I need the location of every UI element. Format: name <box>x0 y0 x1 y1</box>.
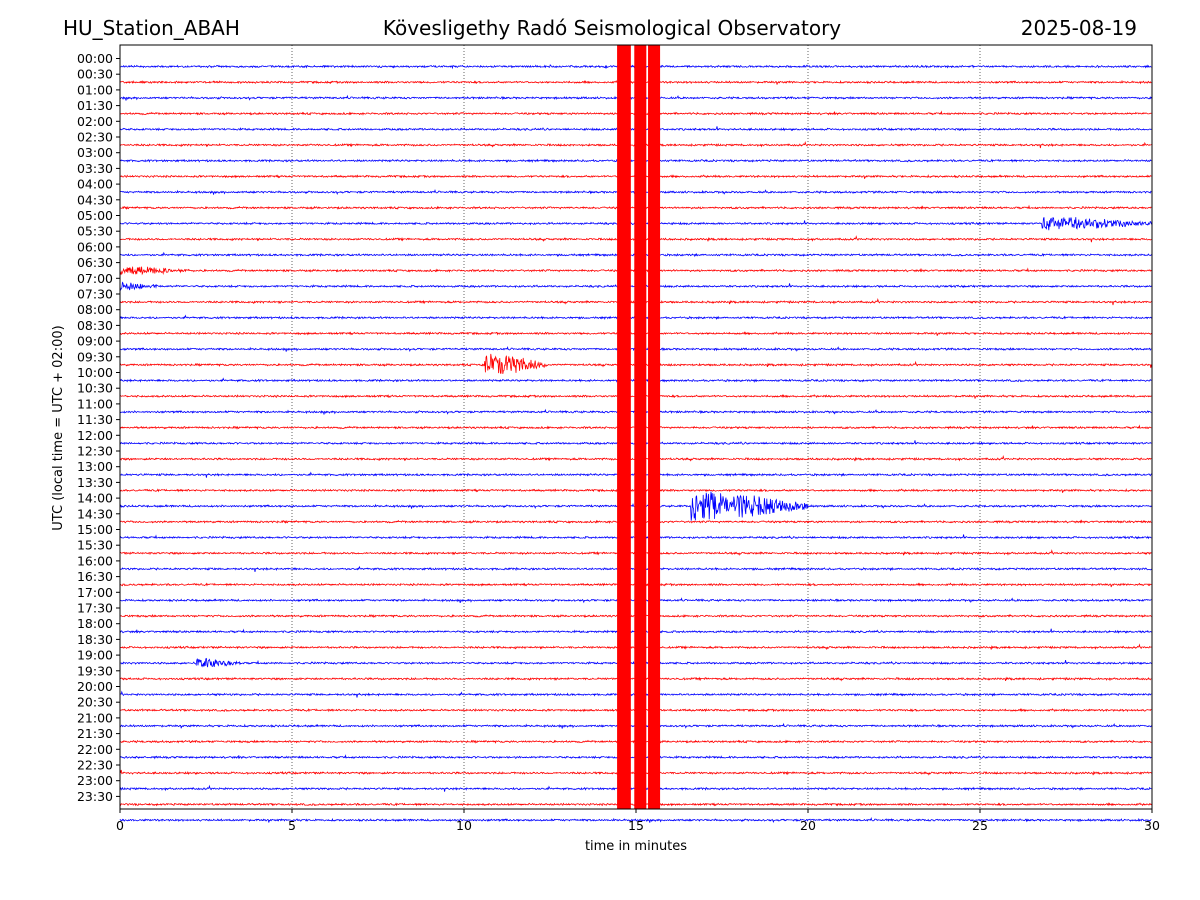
y-tick-label: 22:00 <box>77 742 113 757</box>
saturated-band <box>648 45 661 809</box>
y-tick-label: 22:30 <box>77 758 113 773</box>
y-tick-label: 07:30 <box>77 287 113 302</box>
x-tick-label: 30 <box>1144 818 1160 833</box>
y-tick-label: 02:00 <box>77 114 113 129</box>
y-tick-label: 10:30 <box>77 381 113 396</box>
y-tick-label: 20:30 <box>77 695 113 710</box>
x-tick-label: 5 <box>288 818 296 833</box>
y-tick-label: 00:00 <box>77 51 113 66</box>
y-tick-label: 14:30 <box>77 506 113 521</box>
x-axis-label: time in minutes <box>585 839 687 854</box>
y-tick-label: 05:00 <box>77 208 113 223</box>
y-tick-label: 01:30 <box>77 98 113 113</box>
y-tick-label: 00:30 <box>77 67 113 82</box>
y-tick-label: 18:30 <box>77 632 113 647</box>
y-axis-label: UTC (local time = UTC + 02:00) <box>51 325 66 530</box>
y-tick-label: 15:00 <box>77 522 113 537</box>
y-tick-label: 04:30 <box>77 192 113 207</box>
y-tick-label: 16:00 <box>77 553 113 568</box>
x-tick-label: 25 <box>972 818 988 833</box>
trace-line <box>119 817 1152 824</box>
y-tick-label: 03:00 <box>77 145 113 160</box>
chart-title: Kövesligethy Radó Seismological Observat… <box>383 16 841 40</box>
chart-date: 2025-08-19 <box>1021 16 1137 40</box>
y-tick-label: 11:30 <box>77 412 113 427</box>
y-tick-label: 14:00 <box>77 491 113 506</box>
y-tick-label: 17:00 <box>77 585 113 600</box>
y-tick-label: 21:00 <box>77 710 113 725</box>
y-tick-label: 08:30 <box>77 318 113 333</box>
y-axis-ticks: 00:0000:3001:0001:3002:0002:3003:0003:30… <box>77 51 120 804</box>
y-tick-label: 20:00 <box>77 679 113 694</box>
y-tick-label: 01:00 <box>77 82 113 97</box>
y-tick-label: 13:00 <box>77 459 113 474</box>
y-tick-label: 08:00 <box>77 302 113 317</box>
y-tick-label: 06:30 <box>77 255 113 270</box>
y-tick-label: 16:30 <box>77 569 113 584</box>
saturated-band <box>634 45 647 809</box>
y-tick-label: 18:00 <box>77 616 113 631</box>
y-tick-label: 09:30 <box>77 349 113 364</box>
y-tick-label: 19:00 <box>77 648 113 663</box>
y-tick-label: 04:00 <box>77 177 113 192</box>
x-tick-label: 15 <box>628 818 644 833</box>
x-tick-label: 10 <box>456 818 472 833</box>
saturated-band <box>617 45 631 809</box>
y-tick-label: 09:00 <box>77 334 113 349</box>
x-axis-ticks: 0 5 10 15 20 25 30 <box>116 809 1160 833</box>
saturated-bands <box>617 45 661 809</box>
y-tick-label: 11:00 <box>77 396 113 411</box>
y-tick-label: 06:00 <box>77 239 113 254</box>
y-tick-label: 23:00 <box>77 773 113 788</box>
y-tick-label: 21:30 <box>77 726 113 741</box>
y-tick-label: 19:30 <box>77 663 113 678</box>
y-tick-label: 10:00 <box>77 365 113 380</box>
y-tick-label: 05:30 <box>77 224 113 239</box>
y-tick-label: 12:00 <box>77 428 113 443</box>
y-tick-label: 17:30 <box>77 601 113 616</box>
x-tick-label: 20 <box>800 818 816 833</box>
y-tick-label: 02:30 <box>77 130 113 145</box>
x-tick-label: 0 <box>116 818 124 833</box>
y-tick-label: 12:30 <box>77 444 113 459</box>
y-tick-label: 03:30 <box>77 161 113 176</box>
station-name: HU_Station_ABAH <box>63 16 240 40</box>
y-tick-label: 13:30 <box>77 475 113 490</box>
y-tick-label: 23:30 <box>77 789 113 804</box>
y-tick-label: 07:00 <box>77 271 113 286</box>
y-tick-label: 15:30 <box>77 538 113 553</box>
